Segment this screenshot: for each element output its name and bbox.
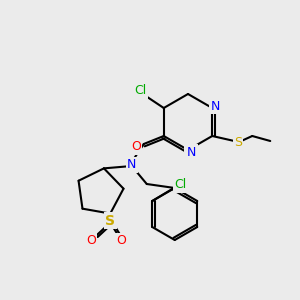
Text: N: N	[186, 146, 196, 158]
Text: S: S	[234, 136, 242, 149]
Text: Cl: Cl	[174, 178, 186, 191]
Text: O: O	[86, 234, 96, 247]
Text: Cl: Cl	[135, 85, 147, 98]
Text: S: S	[105, 214, 115, 228]
Text: O: O	[131, 140, 141, 154]
Text: N: N	[211, 100, 220, 112]
Text: O: O	[116, 234, 126, 247]
Text: N: N	[127, 158, 136, 172]
